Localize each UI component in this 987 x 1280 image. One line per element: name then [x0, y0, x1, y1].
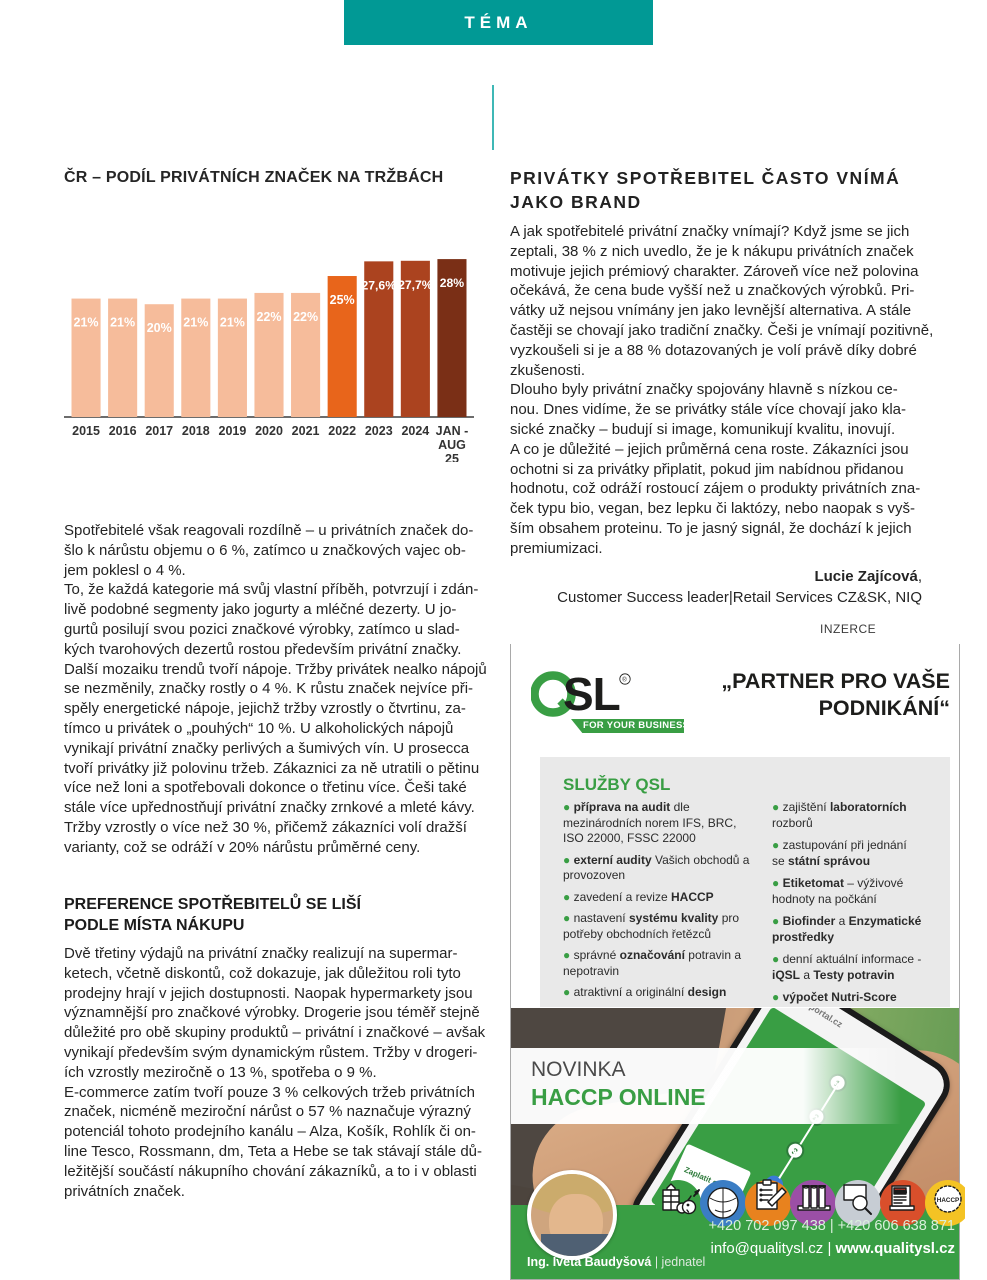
svg-text:SL: SL: [563, 671, 620, 717]
svg-text:HACCP: HACCP: [937, 1197, 959, 1204]
svg-text:®: ®: [622, 676, 627, 683]
svg-text:NEWS: NEWS: [895, 1189, 907, 1194]
